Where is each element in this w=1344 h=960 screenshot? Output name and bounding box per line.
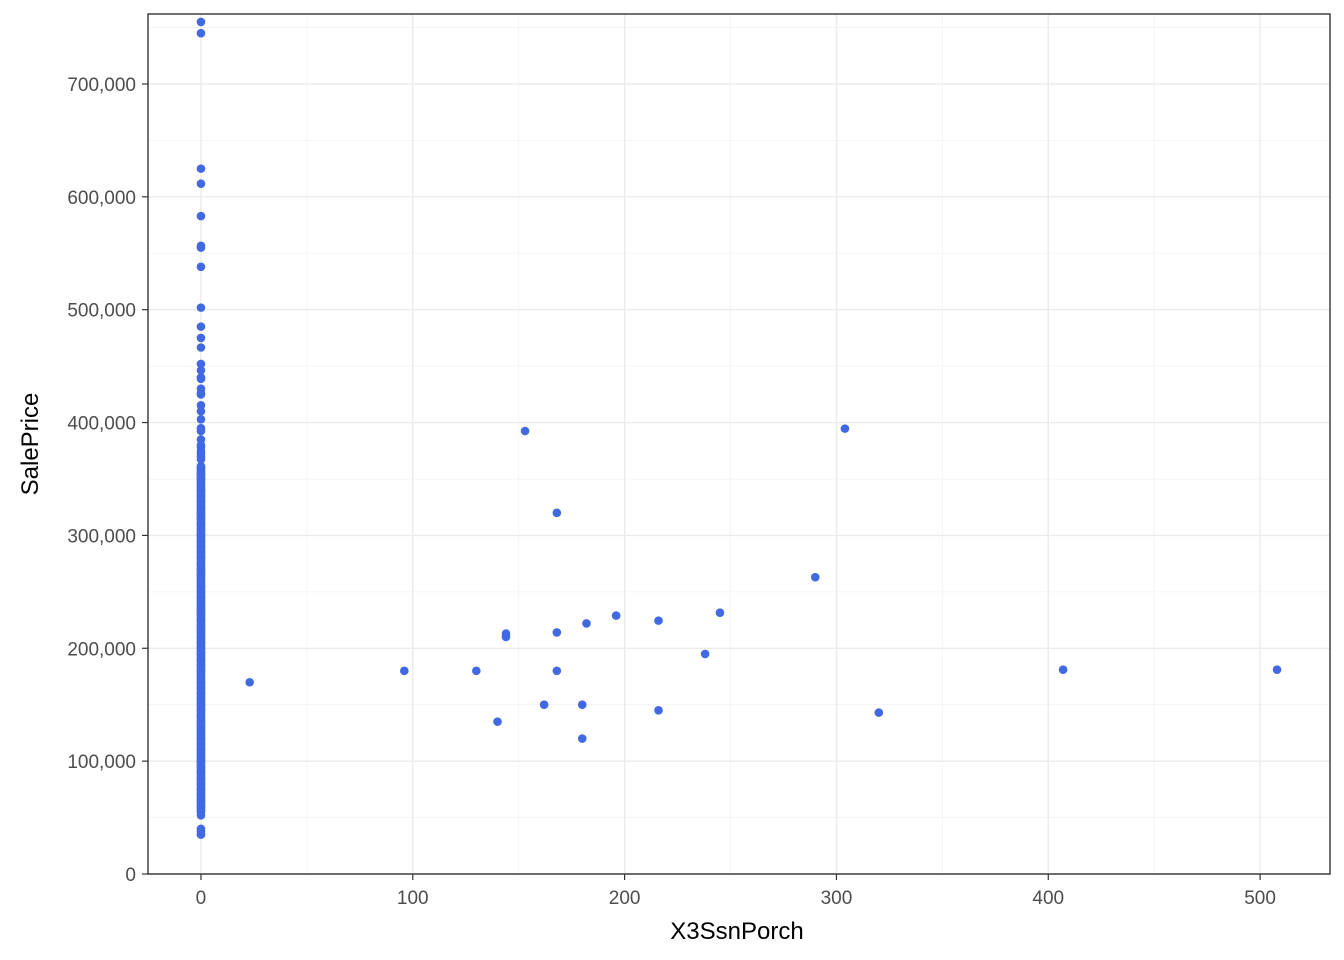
y-axis-title: SalePrice (17, 393, 44, 496)
plot-panel-border (147, 13, 1331, 875)
data-point (196, 374, 206, 384)
data-point (196, 28, 206, 38)
data-point (715, 608, 725, 618)
data-point (196, 415, 206, 424)
y-tick-label: 100,000 (67, 752, 136, 773)
data-point (1272, 665, 1282, 675)
data-point (552, 508, 562, 518)
data-point (654, 706, 663, 715)
data-point (196, 400, 206, 410)
data-point (654, 616, 663, 625)
y-tick-label: 600,000 (67, 188, 136, 209)
data-point (196, 211, 206, 221)
x-axis: 0 100 200 300 400 500 (196, 874, 1276, 909)
data-point (196, 390, 206, 399)
y-axis: 0 100,000 200,000 300,000 400,000 500,000 600,… (67, 75, 148, 886)
data-point (196, 426, 206, 436)
data-point (539, 700, 549, 710)
y-tick-label: 200,000 (67, 639, 136, 660)
data-point (1058, 665, 1068, 675)
data-point (196, 303, 206, 312)
data-point (501, 629, 511, 638)
x-tick-label: 100 (397, 888, 429, 909)
data-point (520, 426, 530, 436)
data-point (493, 717, 502, 726)
data-point (196, 455, 206, 464)
y-tick-label: 300,000 (67, 526, 136, 547)
data-points (196, 17, 1282, 839)
x-tick-label: 0 (196, 888, 207, 909)
data-point (840, 424, 850, 433)
data-point (196, 406, 206, 416)
data-point (196, 359, 206, 369)
data-point (196, 17, 206, 27)
data-point (245, 677, 254, 687)
data-point (196, 243, 206, 252)
y-tick-label: 500,000 (67, 301, 136, 322)
data-point (196, 333, 206, 343)
y-tick-label: 400,000 (67, 414, 136, 435)
data-point (196, 366, 206, 375)
data-point (582, 619, 591, 628)
data-point-cluster (196, 462, 206, 816)
data-point (577, 700, 587, 710)
data-point (196, 343, 206, 352)
data-point (552, 666, 562, 676)
data-point (700, 649, 710, 659)
data-point (196, 830, 206, 839)
data-point (472, 666, 481, 676)
data-point (611, 611, 621, 620)
data-point (577, 734, 587, 743)
data-point (810, 572, 820, 582)
y-tick-label: 700,000 (67, 75, 136, 96)
x-tick-label: 200 (609, 888, 641, 909)
x-axis-title: X3SsnPorch (670, 918, 803, 945)
data-point (196, 262, 206, 272)
data-point (400, 666, 409, 676)
data-point (552, 628, 562, 637)
data-point (196, 322, 206, 331)
data-point (874, 708, 884, 717)
x-tick-label: 400 (1032, 888, 1064, 909)
y-tick-label: 0 (125, 865, 136, 886)
data-point (196, 164, 206, 173)
data-point (196, 179, 206, 188)
x-tick-label: 300 (821, 888, 853, 909)
x-tick-label: 500 (1244, 888, 1276, 909)
